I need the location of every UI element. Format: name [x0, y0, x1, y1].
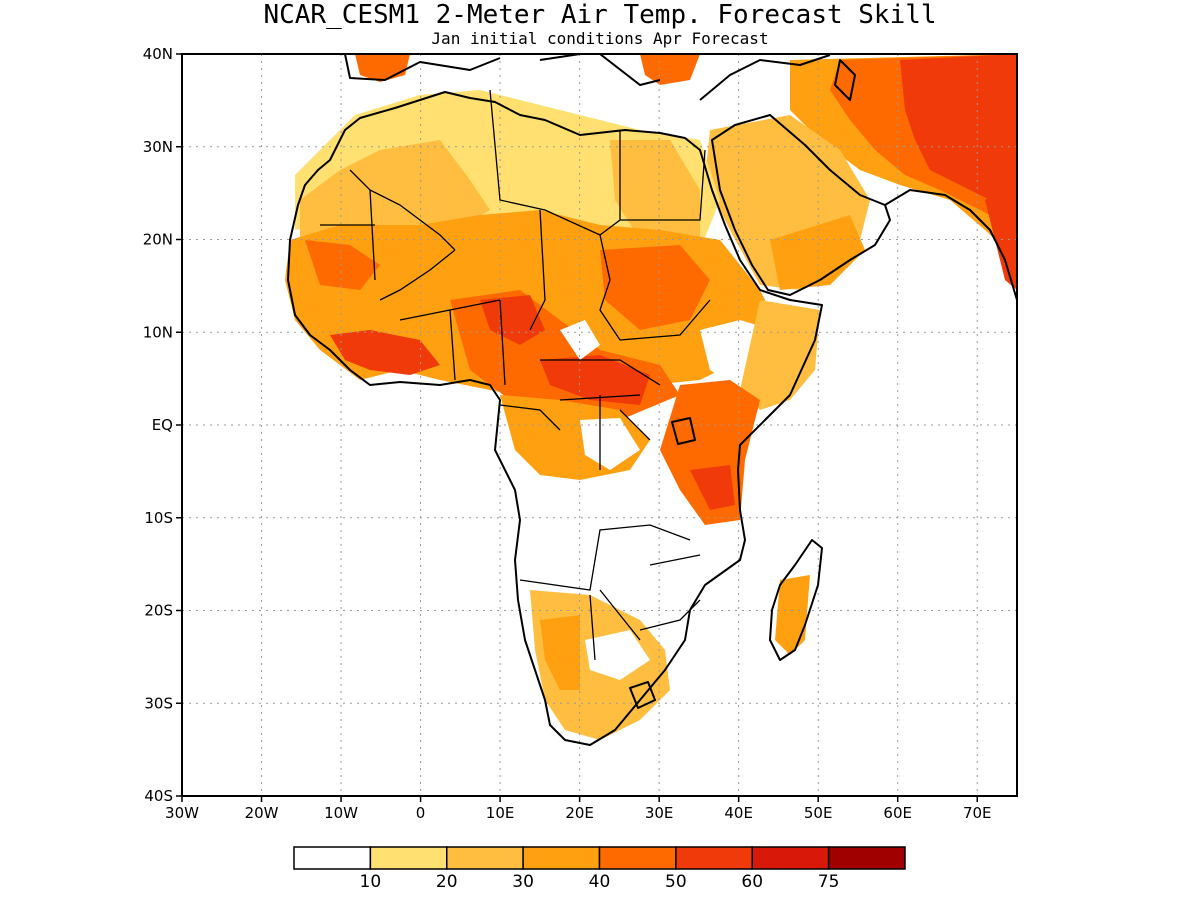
colorbar-label: 30 [512, 872, 534, 892]
shade-eastafr-50 [660, 380, 760, 525]
y-tick-label: 40S [144, 787, 173, 805]
shade-arabia-40 [770, 215, 865, 290]
shade-south-white [585, 630, 650, 680]
shade-india-55 [985, 180, 1017, 290]
colorbar-swatch [598, 846, 677, 870]
y-tick-label: 10N [143, 323, 173, 341]
coastlines [287, 54, 1017, 746]
x-tick-label: 40E [724, 804, 753, 822]
colorbar-swatch [446, 846, 524, 870]
y-tick-label: 30N [143, 138, 173, 156]
shade-asia-60 [900, 54, 1017, 220]
colorbar-swatch [369, 846, 448, 870]
colorbar-label: 50 [665, 872, 687, 892]
x-tick-label: 10E [486, 804, 515, 822]
plot-area: 30W 20W 10W 0 10E 20E 30E 40E 50E 60E 70E 40N 30N 20… [143, 45, 1018, 822]
y-tick-label: 30S [144, 694, 173, 712]
x-tick-label: 30E [645, 804, 674, 822]
colorbar-swatch [522, 846, 601, 870]
colorbar-swatch [827, 846, 906, 870]
shade-sahel-50 [305, 240, 380, 290]
lake-victoria [671, 417, 696, 445]
colorbar-label: 40 [589, 872, 611, 892]
lesotho [629, 681, 656, 709]
x-tick-label: 70E [963, 804, 992, 822]
colorbar-swatch [293, 846, 372, 870]
shade-horn-30 [740, 300, 820, 410]
map-subtitle: Jan initial conditions Apr Forecast [431, 29, 768, 48]
shade-sahel-50b [600, 245, 710, 330]
gridlines [182, 54, 1017, 796]
x-tick-label: 30W [165, 804, 199, 822]
y-tick-label: 10S [144, 509, 173, 527]
y-tick-label: 20S [144, 602, 173, 620]
madagascar-coastline [769, 539, 823, 661]
x-tick-label: 10W [324, 804, 358, 822]
colorbar-swatch [675, 846, 753, 870]
map-title: NCAR_CESM1 2-Meter Air Temp. Forecast Sk… [263, 0, 936, 30]
y-tick-label: 40N [143, 45, 173, 63]
borders-south [519, 524, 701, 661]
borders-central [399, 299, 661, 470]
x-tick-label: 0 [416, 804, 426, 822]
country-borders [320, 89, 711, 661]
colorbar-label: 60 [741, 872, 763, 892]
y-tick-label: EQ [152, 416, 173, 434]
colorbar-label: 75 [818, 872, 840, 892]
europe-coastline [344, 54, 831, 101]
colorbar-label: 10 [360, 872, 382, 892]
skill-shading [285, 54, 1017, 740]
y-axis-ticks: 40N 30N 20N 10N EQ 10S 20S 30S 40S [143, 45, 182, 805]
shade-nigeria-60 [480, 295, 545, 345]
caspian-coastline [834, 59, 856, 101]
shade-south-40 [540, 615, 580, 690]
shade-sahara-30b [610, 140, 700, 250]
y-tick-label: 20N [143, 231, 173, 249]
colorbar: 10 20 30 40 50 60 75 [293, 846, 906, 892]
shade-cafr-60 [540, 355, 650, 405]
asia-coastline [884, 189, 1017, 301]
x-tick-label: 20W [245, 804, 279, 822]
arabia-coastline [711, 114, 891, 296]
colorbar-label: 20 [436, 872, 458, 892]
x-tick-label: 50E [804, 804, 833, 822]
shade-pocket-1 [560, 320, 600, 360]
x-tick-label: 60E [883, 804, 912, 822]
shade-eastafr-60 [690, 465, 735, 510]
borders-north [320, 89, 711, 341]
shade-westcoast-60 [330, 330, 440, 375]
africa-coastline [287, 91, 823, 746]
shade-congo-white [580, 418, 640, 470]
colorbar-swatch [751, 846, 830, 870]
x-axis-ticks: 30W 20W 10W 0 10E 20E 30E 40E 50E 60E 70E [165, 796, 992, 822]
x-tick-label: 20E [565, 804, 594, 822]
shade-aegean [640, 54, 700, 85]
